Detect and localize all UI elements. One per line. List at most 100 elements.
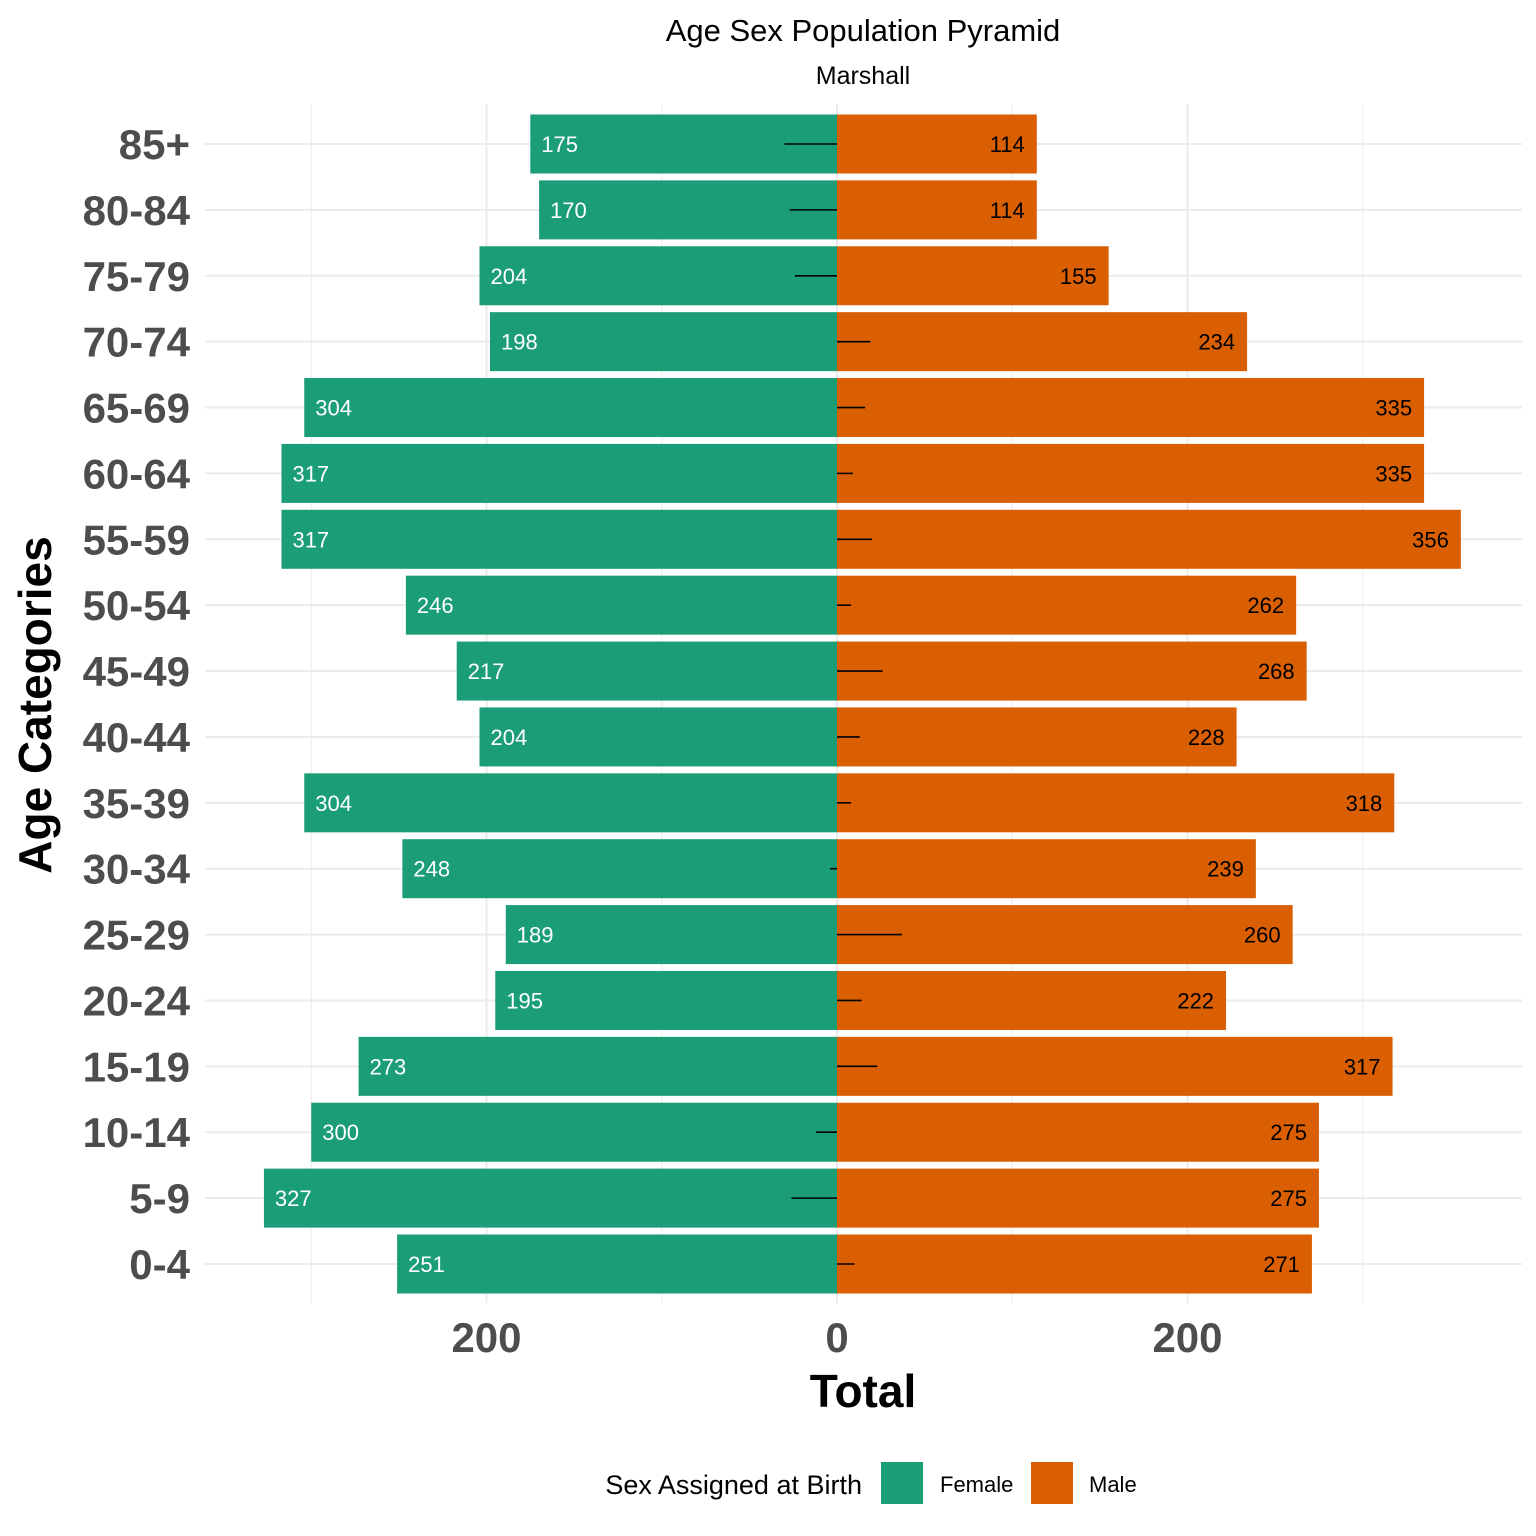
bar-male <box>837 575 1297 635</box>
chart-subtitle: Marshall <box>816 62 910 90</box>
bar-male <box>837 839 1256 899</box>
bar-label-female: 204 <box>490 725 527 750</box>
x-tick-label: 200 <box>451 1314 521 1361</box>
bar-female <box>479 246 837 306</box>
y-tick-label: 55-59 <box>83 516 190 563</box>
bar-female <box>304 773 837 833</box>
bar-female <box>495 970 837 1030</box>
bar-male <box>837 246 1109 306</box>
bar-label-male: 228 <box>1188 725 1225 750</box>
legend: Sex Assigned at Birth Female Male <box>605 1462 1137 1504</box>
bar-label-female: 246 <box>417 593 454 618</box>
legend-label-female: Female <box>940 1472 1013 1497</box>
bar-male <box>837 773 1395 833</box>
bar-female <box>505 905 837 965</box>
y-tick-label: 70-74 <box>83 319 191 366</box>
bar-label-female: 204 <box>490 264 527 289</box>
difference-segments <box>784 143 902 1265</box>
y-tick-label: 15-19 <box>83 1043 190 1090</box>
legend-swatch-female <box>881 1462 923 1504</box>
bar-label-male: 317 <box>1344 1054 1381 1079</box>
bar-female <box>304 378 837 438</box>
bar-male <box>837 641 1307 701</box>
bar-label-female: 248 <box>413 857 450 882</box>
y-tick-label: 60-64 <box>83 450 191 497</box>
bar-female <box>405 575 837 635</box>
bar-label-male: 356 <box>1412 527 1449 552</box>
bar-label-female: 189 <box>517 923 554 948</box>
x-axis-title: Total <box>810 1365 916 1417</box>
y-tick-label: 25-29 <box>83 912 190 959</box>
legend-title: Sex Assigned at Birth <box>605 1470 862 1500</box>
bar-label-female: 175 <box>541 132 578 157</box>
bar-female <box>281 509 837 569</box>
y-tick-label: 0-4 <box>129 1241 190 1288</box>
bar-label-female: 327 <box>275 1186 312 1211</box>
legend-label-male: Male <box>1089 1472 1137 1497</box>
bar-label-male: 335 <box>1375 396 1412 421</box>
bar-male <box>837 707 1237 767</box>
bar-male <box>837 1168 1319 1228</box>
bar-male <box>837 1102 1319 1162</box>
bar-label-female: 317 <box>292 527 329 552</box>
bar-male <box>837 180 1037 240</box>
bar-label-female: 304 <box>315 791 352 816</box>
y-tick-label: 85+ <box>119 121 190 168</box>
bar-label-female: 170 <box>550 198 587 223</box>
bar-male <box>837 443 1425 503</box>
y-tick-label: 40-44 <box>83 714 191 761</box>
bar-label-male: 155 <box>1060 264 1097 289</box>
bar-male <box>837 114 1037 174</box>
bar-label-male: 271 <box>1263 1252 1300 1277</box>
bar-female <box>490 312 837 372</box>
bar-label-male: 275 <box>1270 1120 1307 1145</box>
bar-label-male: 234 <box>1198 330 1235 355</box>
y-tick-label: 65-69 <box>83 385 190 432</box>
bar-label-female: 317 <box>292 461 329 486</box>
y-tick-label: 20-24 <box>83 977 191 1024</box>
bar-label-male: 114 <box>990 198 1025 223</box>
bar-label-male: 335 <box>1375 461 1412 486</box>
bar-label-female: 198 <box>501 330 538 355</box>
y-tick-label: 35-39 <box>83 780 190 827</box>
x-tick-label: 0 <box>825 1314 848 1361</box>
bar-label-female: 300 <box>322 1120 359 1145</box>
bar-label-male: 275 <box>1270 1186 1307 1211</box>
y-tick-label: 45-49 <box>83 648 190 695</box>
bar-female <box>402 839 837 899</box>
bar-female <box>397 1234 837 1294</box>
bar-label-male: 222 <box>1177 988 1214 1013</box>
chart-title: Age Sex Population Pyramid <box>666 13 1061 48</box>
bar-label-male: 268 <box>1258 659 1295 684</box>
x-axis-tick-labels: 200 0 200 <box>451 1314 1222 1361</box>
bar-male <box>837 509 1461 569</box>
bar-label-male: 114 <box>990 132 1025 157</box>
bars-layer <box>263 114 1461 1294</box>
y-tick-label: 30-34 <box>83 846 191 893</box>
y-axis-title: Age Categories <box>9 536 61 873</box>
y-tick-label: 10-14 <box>83 1109 191 1156</box>
bar-male <box>837 905 1293 965</box>
bar-label-female: 217 <box>468 659 505 684</box>
y-tick-label: 80-84 <box>83 187 191 234</box>
bar-male <box>837 378 1425 438</box>
bar-female <box>539 180 837 240</box>
bar-male <box>837 1036 1393 1096</box>
bar-female <box>311 1102 837 1162</box>
y-tick-label: 75-79 <box>83 253 190 300</box>
bar-female <box>479 707 837 767</box>
bar-label-female: 251 <box>408 1252 445 1277</box>
bar-label-male: 318 <box>1346 791 1383 816</box>
bar-male <box>837 1234 1312 1294</box>
bar-label-female: 273 <box>370 1054 407 1079</box>
bar-male <box>837 970 1227 1030</box>
bar-male <box>837 312 1248 372</box>
bar-female <box>263 1168 837 1228</box>
bar-value-labels: 251 271 327 275 300 275 273 317 195 222 189 260 248 2… <box>275 132 1449 1277</box>
bar-female <box>281 443 837 503</box>
bar-label-male: 260 <box>1244 923 1281 948</box>
y-tick-label: 5-9 <box>129 1175 190 1222</box>
bar-label-male: 262 <box>1247 593 1284 618</box>
y-axis-tick-labels: 0-4 5-9 10-14 15-19 20-24 25-29 30-34 35-39 40-4… <box>83 121 191 1288</box>
